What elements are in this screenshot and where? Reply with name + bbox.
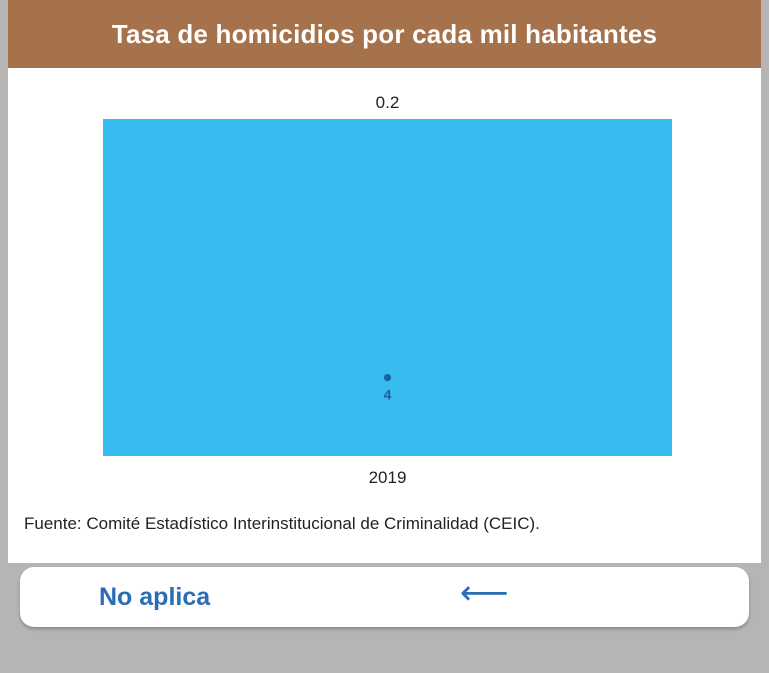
no-aplica-button[interactable]: No aplica: [99, 583, 211, 611]
point-value-label: 4: [384, 387, 392, 403]
chart-card: Tasa de homicidios por cada mil habitant…: [8, 0, 761, 563]
bar-2019: [103, 119, 672, 456]
chart-title: Tasa de homicidios por cada mil habitant…: [111, 18, 658, 49]
source-note: Fuente: Comité Estadístico Interinstituc…: [24, 514, 540, 533]
footer-bar: No aplica ⟵: [20, 567, 749, 627]
header-bar: Tasa de homicidios por cada mil habitant…: [8, 0, 761, 68]
bar-value-label: 0.2: [376, 93, 400, 112]
bar-chart: 0.2 2019 4: [103, 93, 672, 487]
point-marker: [383, 374, 392, 382]
x-tick-label: 2019: [369, 468, 407, 487]
arrow-left-icon[interactable]: ⟵: [460, 573, 509, 613]
